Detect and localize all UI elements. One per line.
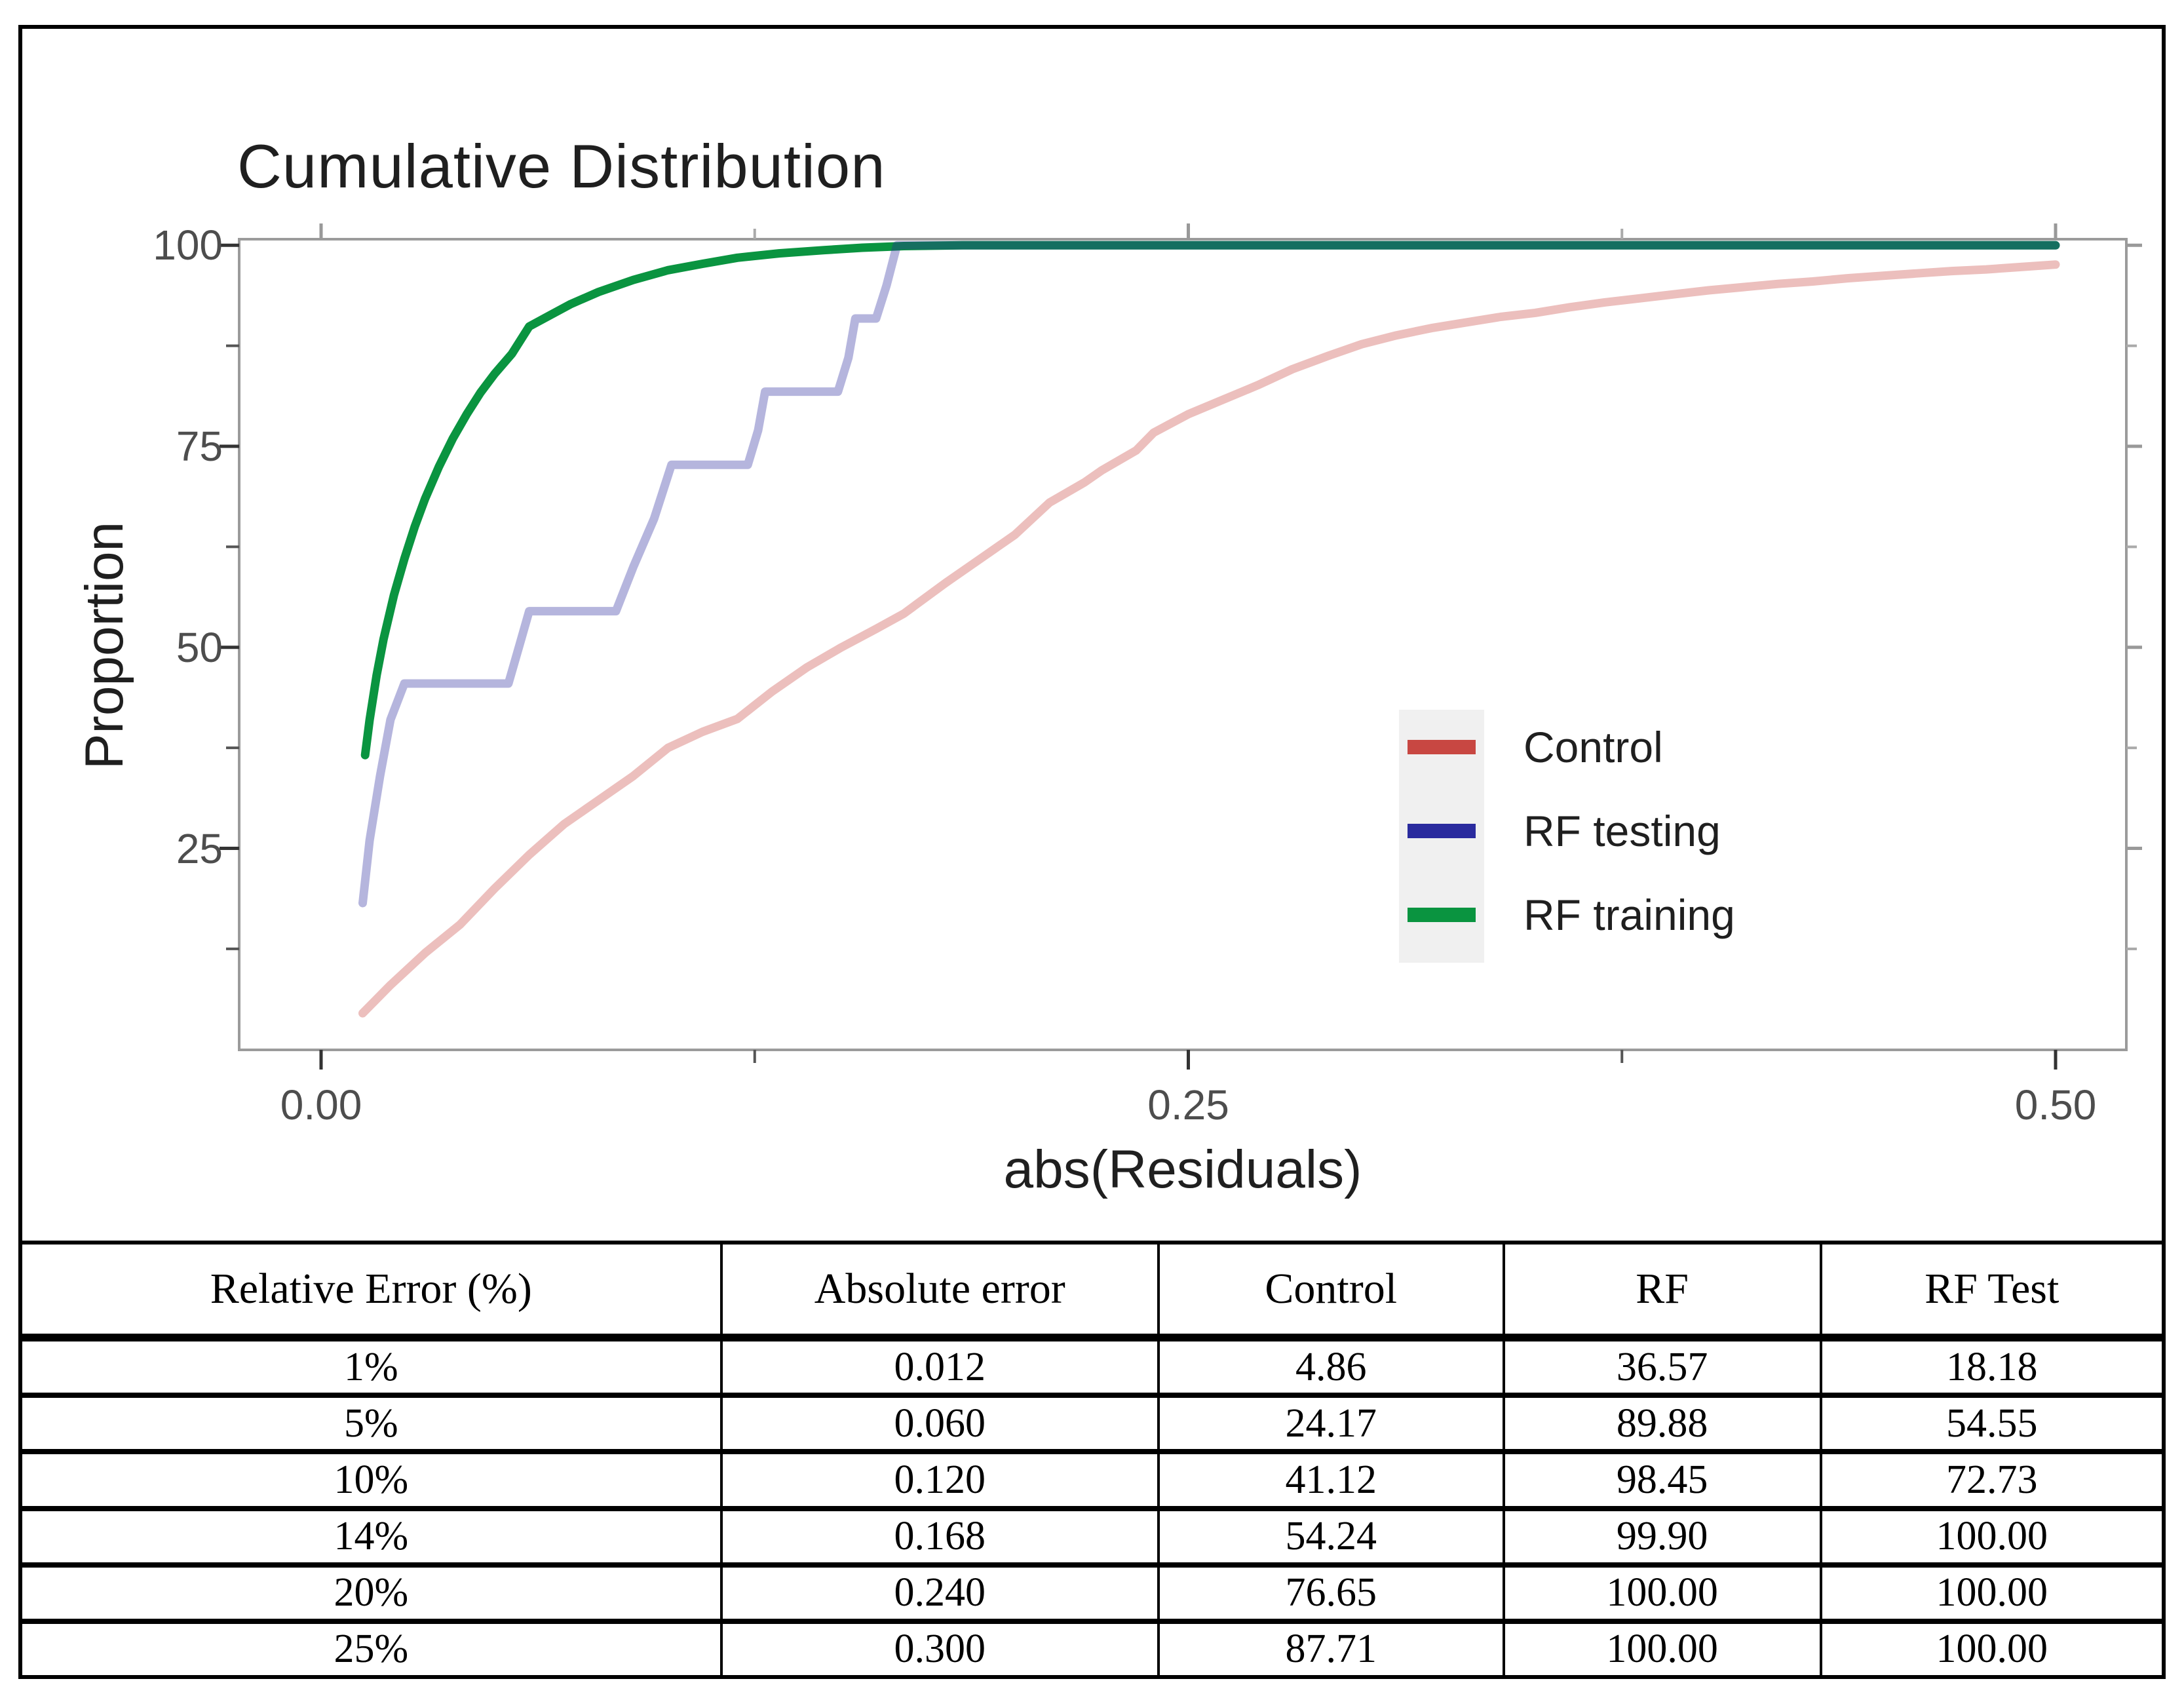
x-axis-title: abs(Residuals) xyxy=(1003,1140,1362,1199)
table-cell: 89.88 xyxy=(1502,1393,1822,1452)
table-cell: 10% xyxy=(19,1449,723,1509)
header-rf-test: RF Test xyxy=(1819,1243,2166,1341)
table-cell: 0.012 xyxy=(719,1334,1160,1396)
table-cell: 20% xyxy=(19,1562,723,1621)
table-cell: 100.00 xyxy=(1502,1562,1822,1621)
series-line-control xyxy=(358,260,2060,1018)
table-row: 14% 0.168 54.24 99.90 100.00 xyxy=(19,1505,2166,1565)
table-cell: 100.00 xyxy=(1502,1618,1822,1677)
table-cell: 87.71 xyxy=(1157,1618,1505,1677)
table-row: 1% 0.012 4.86 36.57 18.18 xyxy=(19,1334,2166,1396)
x-tick-label: 0.25 xyxy=(1147,1081,1229,1129)
legend-swatch-rf-testing xyxy=(1408,824,1476,838)
header-absolute-error: Absolute error xyxy=(719,1243,1160,1341)
table-cell: 18.18 xyxy=(1819,1334,2166,1396)
table-cell: 0.240 xyxy=(719,1562,1160,1621)
x-tick-label: 0.50 xyxy=(2014,1081,2097,1129)
chart-title: Cumulative Distribution xyxy=(237,132,886,201)
legend-swatch-control xyxy=(1408,740,1476,754)
legend-label-rf-training: RF training xyxy=(1523,891,1735,939)
legend-swatch-rf-training xyxy=(1408,908,1476,922)
table-cell: 100.00 xyxy=(1819,1505,2166,1565)
cdf-plot xyxy=(220,223,2142,1070)
table-cell: 41.12 xyxy=(1157,1449,1505,1509)
table-cell: 100.00 xyxy=(1819,1618,2166,1677)
series-line-rf-testing xyxy=(358,241,2060,908)
table-row: 10% 0.120 41.12 98.45 72.73 xyxy=(19,1449,2166,1509)
series-line-rf-training xyxy=(360,241,2060,760)
table-row: 20% 0.240 76.65 100.00 100.00 xyxy=(19,1562,2166,1621)
table-cell: 0.168 xyxy=(719,1505,1160,1565)
y-tick-label: 75 xyxy=(176,423,223,471)
table-header-row: Relative Error (%) Absolute error Contro… xyxy=(19,1243,2166,1341)
table-cell: 100.00 xyxy=(1819,1562,2166,1621)
table-row: 25% 0.300 87.71 100.00 100.00 xyxy=(19,1618,2166,1677)
table-cell: 98.45 xyxy=(1502,1449,1822,1509)
y-tick-label: 25 xyxy=(176,824,223,872)
table-cell: 14% xyxy=(19,1505,723,1565)
table-cell: 1% xyxy=(19,1334,723,1396)
table-cell: 54.24 xyxy=(1157,1505,1505,1565)
header-rf: RF xyxy=(1502,1243,1822,1341)
error-table: Relative Error (%) Absolute error Contro… xyxy=(18,1241,2166,1679)
y-axis-title: Proportion xyxy=(75,521,134,770)
table-cell: 54.55 xyxy=(1819,1393,2166,1452)
table-cell: 25% xyxy=(19,1618,723,1677)
table-cell: 99.90 xyxy=(1502,1505,1822,1565)
legend-label-control: Control xyxy=(1523,723,1663,771)
table-cell: 72.73 xyxy=(1819,1449,2166,1509)
table-cell: 0.120 xyxy=(719,1449,1160,1509)
table-cell: 24.17 xyxy=(1157,1393,1505,1452)
table-cell: 0.300 xyxy=(719,1618,1160,1677)
header-control: Control xyxy=(1157,1243,1505,1341)
table-cell: 0.060 xyxy=(719,1393,1160,1452)
table-cell: 5% xyxy=(19,1393,723,1452)
table-row: 5% 0.060 24.17 89.88 54.55 xyxy=(19,1393,2166,1452)
header-relative-error: Relative Error (%) xyxy=(19,1243,723,1341)
y-tick-label: 100 xyxy=(153,222,223,269)
table-cell: 4.86 xyxy=(1157,1334,1505,1396)
y-tick-label: 50 xyxy=(176,623,223,671)
table-cell: 36.57 xyxy=(1502,1334,1822,1396)
table-cell: 76.65 xyxy=(1157,1562,1505,1621)
legend-label-rf-testing: RF testing xyxy=(1523,807,1721,855)
plot-panel-border xyxy=(238,238,2128,1051)
x-tick-label: 0.00 xyxy=(280,1081,362,1129)
